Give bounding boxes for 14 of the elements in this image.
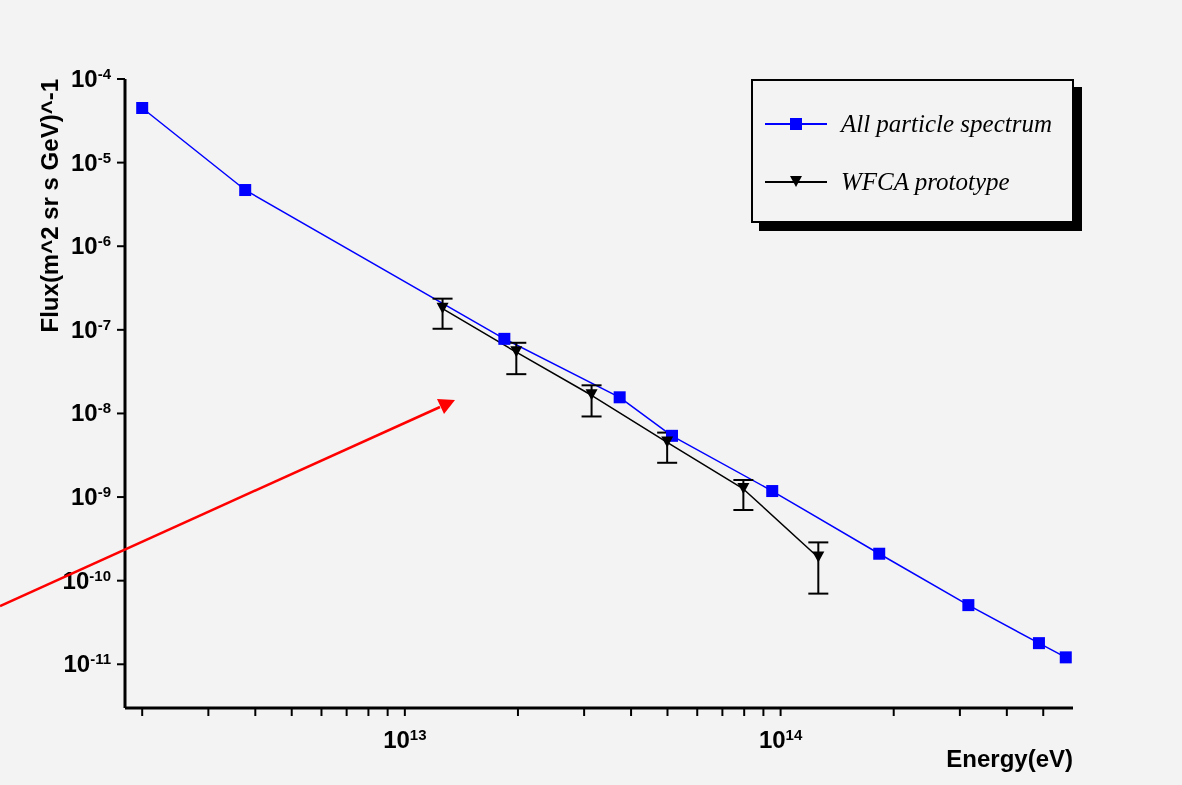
y-tick-label: 10$^{-10}$ [62,566,111,594]
x-tick-label: 10$^{13}$ [383,725,427,753]
x-tick-label: 10$^{14}$ [758,725,803,753]
y-tick-label: 10$^{-11}$ [63,649,111,678]
y-tick-label: 10$^{-5}$ [70,148,111,176]
y-tick-label: 10$^{-6}$ [70,231,111,260]
y-tick-label: 10$^{-9}$ [70,482,111,511]
y-tick-label: 10$^{-8}$ [70,398,111,427]
y-axis-title: Flux(m^2 sr s GeV)^-1 [36,79,63,333]
y-tick-label: 10$^{-7}$ [70,315,111,343]
legend-label: All particle spectrum [840,110,1052,138]
x-axis-title: Energy(eV) [946,745,1073,772]
legend-label: WFCA prototype [840,168,1010,196]
y-tick-label: 10$^{-4}$ [70,64,112,92]
